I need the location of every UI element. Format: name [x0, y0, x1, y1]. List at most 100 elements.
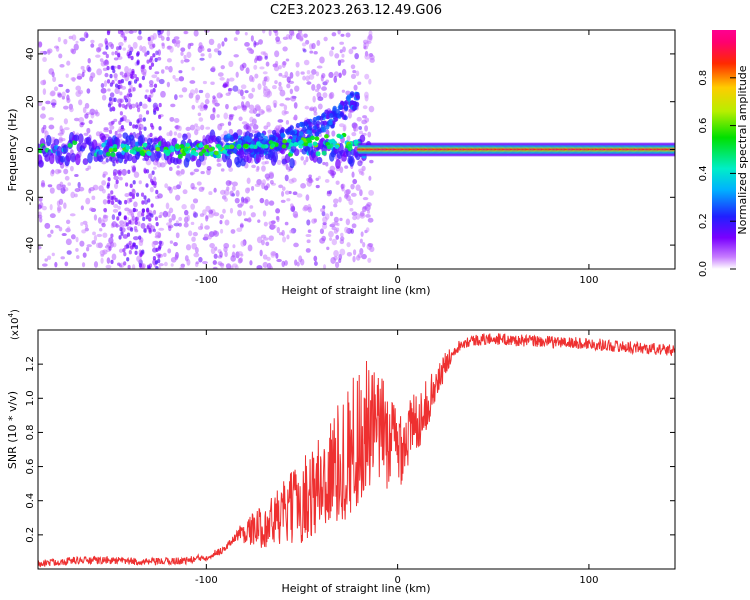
heatmap-cell	[208, 38, 215, 46]
spectrogram-ytick-label: 0	[25, 146, 36, 152]
heatmap-cell	[306, 219, 311, 226]
heatmap-cell	[113, 118, 118, 122]
heatmap-cell	[265, 241, 270, 247]
heatmap-cell	[275, 132, 280, 138]
heatmap-cell	[153, 181, 157, 186]
snr-ytick-label: 1.0	[25, 390, 36, 406]
heatmap-cell	[275, 36, 281, 42]
heatmap-cell	[103, 128, 110, 133]
heatmap-cell	[306, 69, 311, 75]
heatmap-cell	[116, 216, 120, 221]
heatmap-cell	[356, 116, 362, 122]
heatmap-cell	[173, 131, 178, 136]
heatmap-cell	[153, 166, 157, 170]
heatmap-cell	[242, 210, 246, 216]
heatmap-cell	[284, 190, 290, 195]
heatmap-cell	[246, 136, 252, 142]
heatmap-cell	[300, 71, 305, 75]
heatmap-cell	[309, 50, 314, 54]
heatmap-cell	[45, 134, 52, 147]
heatmap-cell	[339, 41, 344, 45]
heatmap-cell	[313, 111, 318, 116]
heatmap-cell	[69, 107, 74, 113]
heatmap-cell	[183, 222, 189, 228]
heatmap-cell	[135, 102, 139, 108]
heatmap-cell	[262, 261, 268, 268]
heatmap-cell	[251, 76, 255, 83]
heatmap-cell	[158, 227, 165, 231]
heatmap-cell	[151, 170, 155, 175]
heatmap-cell	[268, 30, 272, 37]
heatmap-cell	[239, 149, 244, 155]
heatmap-cell	[189, 80, 196, 84]
heatmap-cell	[207, 48, 212, 53]
heatmap-cell	[365, 214, 371, 218]
heatmap-cell	[244, 90, 249, 94]
heatmap-cell	[146, 225, 150, 230]
heatmap-cell	[308, 107, 314, 112]
heatmap-cell	[49, 187, 55, 194]
heatmap-cell	[328, 120, 333, 126]
heatmap-cell	[103, 80, 108, 87]
heatmap-cell	[96, 233, 103, 238]
heatmap-cell	[262, 30, 266, 34]
heatmap-cell	[344, 99, 349, 105]
heatmap-cell	[168, 166, 173, 172]
heatmap-cell	[125, 145, 131, 150]
heatmap-cell	[353, 124, 359, 132]
heatmap-cell	[231, 181, 238, 187]
heatmap-cell	[101, 161, 107, 165]
heatmap-cell	[120, 143, 126, 148]
heatmap-cell	[353, 123, 358, 127]
heatmap-cell	[110, 190, 114, 195]
heatmap-cell	[124, 66, 130, 73]
heatmap-cell	[315, 115, 321, 121]
heatmap-cell	[100, 82, 105, 89]
heatmap-cell	[221, 41, 225, 47]
heatmap-cell	[316, 83, 321, 90]
heatmap-cell	[183, 58, 190, 63]
heatmap-cell	[277, 119, 284, 123]
heatmap-cell	[190, 182, 195, 190]
heatmap-cell	[228, 128, 234, 135]
heatmap-cell	[243, 150, 249, 156]
heatmap-cell	[157, 254, 161, 259]
heatmap-cell	[268, 220, 275, 226]
heatmap-cell	[330, 138, 336, 144]
heatmap-cell	[340, 232, 344, 238]
heatmap-cell	[331, 238, 338, 246]
heatmap-cell	[290, 130, 296, 136]
heatmap-cell	[222, 83, 228, 87]
heatmap-cell	[366, 35, 373, 43]
heatmap-cell	[315, 184, 320, 189]
heatmap-cell	[130, 210, 134, 217]
snr-ylabel: SNR (10 * v/v)	[6, 391, 19, 469]
heatmap-cell	[107, 177, 111, 182]
heatmap-cell	[248, 132, 254, 138]
heatmap-cell	[119, 117, 123, 122]
heatmap-cell	[290, 95, 297, 102]
heatmap-cell	[157, 258, 161, 264]
svg-text:(x104): (x104)	[7, 309, 21, 340]
heatmap-cell	[63, 105, 69, 110]
heatmap-cell	[259, 249, 263, 257]
heatmap-cell	[339, 49, 343, 54]
heatmap-cell	[234, 197, 240, 204]
heatmap-cell	[127, 44, 131, 49]
heatmap-cell	[308, 174, 312, 178]
heatmap-cell	[368, 30, 373, 37]
heatmap-cell	[84, 113, 89, 119]
heatmap-cell	[351, 211, 358, 216]
heatmap-cell	[66, 97, 71, 104]
heatmap-cell	[94, 109, 98, 115]
heatmap-cell	[168, 218, 173, 223]
heatmap-cell	[49, 91, 56, 97]
heatmap-cell	[172, 185, 178, 190]
heatmap-cell	[131, 215, 135, 221]
heatmap-cell	[65, 219, 71, 225]
heatmap-cell	[357, 160, 363, 167]
heatmap-cell	[169, 45, 174, 53]
heatmap-cell	[229, 136, 234, 142]
heatmap-cell	[160, 90, 166, 98]
heatmap-cell	[333, 250, 339, 257]
